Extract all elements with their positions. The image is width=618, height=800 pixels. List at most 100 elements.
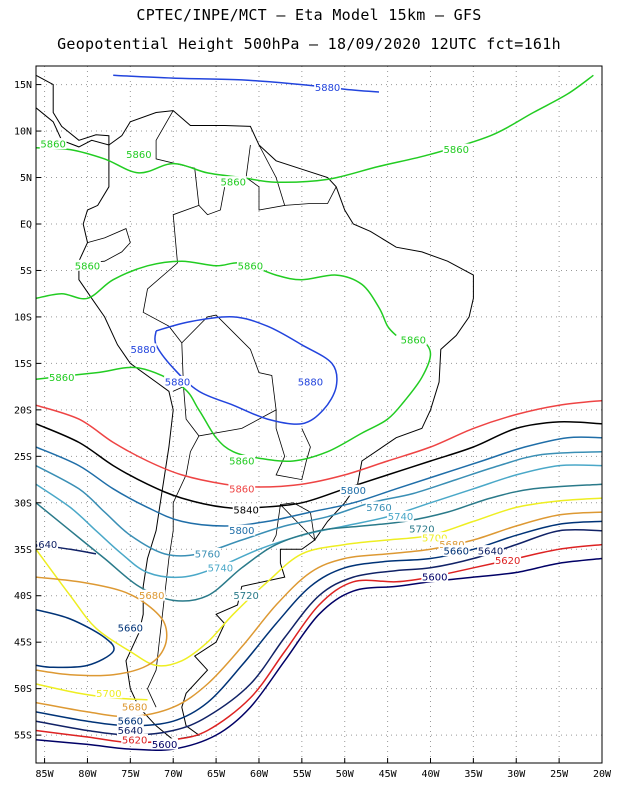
contour-label-bg [387, 510, 414, 522]
contour-label-bg [232, 504, 260, 516]
contour-label-bg [232, 589, 260, 601]
contour-label-bg [399, 334, 427, 346]
contour-label: 5840 [233, 506, 258, 517]
contour-label-bg [121, 733, 149, 745]
lat-tick-label: EQ [20, 219, 32, 230]
contour-label: 5640 [32, 540, 57, 551]
axis-ticks: 15N10N5NEQ5S10S15S20S25S30S35S40S45S50S5… [14, 80, 612, 780]
lon-tick-label: 25W [550, 769, 569, 780]
contour-label-bg [228, 482, 256, 494]
contour-label-bg [121, 701, 149, 713]
contour-line-5720 [36, 483, 602, 602]
contour-label: 5600 [422, 573, 447, 584]
contour-label-bg [116, 715, 144, 727]
lon-tick-label: 55W [293, 769, 312, 780]
contour-label: 5800 [341, 486, 366, 497]
country-border [147, 435, 200, 708]
lat-tick-label: 10S [14, 312, 32, 323]
contour-label: 5860 [443, 145, 468, 156]
chart-title-line2: Geopotential Height 500hPa – 18/09/2020 … [57, 35, 561, 53]
contour-label: 5700 [422, 534, 447, 545]
contour-label-bg [138, 589, 166, 601]
contour-line-5860 [36, 74, 594, 184]
contour-label: 5720 [233, 591, 258, 602]
lat-tick-label: 25S [14, 452, 32, 463]
lon-tick-label: 35W [464, 769, 483, 780]
contour-line-5700 [36, 497, 602, 667]
contour-label: 5860 [40, 140, 65, 151]
lat-tick-label: 10N [14, 127, 32, 138]
lon-tick-label: 80W [78, 769, 97, 780]
contour-label-bg [421, 571, 449, 583]
lon-tick-label: 40W [421, 769, 440, 780]
contour-line-5800 [36, 436, 602, 527]
contour-label: 5800 [229, 526, 254, 537]
contour-label: 5860 [221, 178, 246, 189]
lon-tick-label: 75W [121, 769, 140, 780]
contour-label-bg [48, 371, 76, 383]
contour-label-bg [494, 554, 522, 566]
lat-tick-label: 15N [14, 80, 32, 91]
contour-label: 5760 [195, 549, 220, 560]
contour-label-bg [129, 343, 157, 355]
contour-label-bg [116, 622, 144, 634]
lon-tick-label: 65W [207, 769, 226, 780]
contour-line-5740 [36, 464, 602, 579]
contour-label-bg [36, 538, 58, 550]
contour-label-bg [74, 259, 101, 271]
contour-label: 5700 [96, 689, 121, 700]
lat-tick-label: 30S [14, 498, 32, 509]
contour-label-bg [314, 81, 341, 93]
country-border [181, 314, 277, 437]
country-border [284, 186, 337, 206]
lon-tick-label: 60W [250, 769, 269, 780]
contour-line-5880 [113, 74, 380, 93]
contour-label: 5880 [298, 377, 323, 388]
contour-line-5660 [36, 608, 115, 669]
country-border [245, 144, 286, 211]
country-border [275, 409, 311, 481]
contour-line-5600 [36, 557, 602, 752]
contour-label: 5860 [401, 336, 426, 347]
contour-label-bg [408, 522, 436, 534]
contour-labels: 5880 5860 5860 5860 5860 5860 5860 5860 5860 5860… [32, 81, 522, 751]
contour-label-bg [39, 138, 67, 150]
contour-line-5680 [36, 576, 168, 677]
contour-label: 5680 [139, 591, 164, 602]
contour-label: 5660 [118, 717, 143, 728]
country-border [198, 144, 251, 216]
contour-line-5860 [36, 399, 602, 488]
contour-line-5880 [154, 316, 338, 425]
lon-tick-label: 70W [164, 769, 183, 780]
chart-title-line1: CPTEC/INPE/MCT – Eta Model 15km – GFS [136, 6, 482, 24]
lon-tick-label: 30W [507, 769, 526, 780]
contour-label-bg [194, 547, 221, 559]
contour-label: 5740 [388, 512, 413, 523]
lat-tick-label: 55S [14, 731, 32, 742]
contour-label-bg [365, 501, 393, 513]
contour-label: 5860 [126, 150, 151, 161]
contour-line-5840 [36, 421, 602, 510]
south-america-coastline [78, 110, 474, 741]
contour-label-bg [125, 148, 153, 160]
contour-label-bg [151, 738, 179, 750]
lat-tick-label: 40S [14, 591, 32, 602]
contour-label: 5860 [75, 261, 100, 272]
contour-label: 5620 [122, 735, 147, 746]
contour-label: 5740 [208, 563, 233, 574]
plot-frame [35, 65, 603, 764]
lat-tick-label: 5S [20, 266, 32, 277]
contour-label: 5760 [366, 503, 391, 514]
contour-label-bg [95, 687, 123, 699]
lon-tick-label: 85W [36, 769, 55, 780]
lat-tick-label: 35S [14, 545, 32, 556]
contour-label: 5660 [118, 624, 143, 635]
lat-tick-label: 45S [14, 638, 32, 649]
contour-label: 5640 [118, 726, 143, 737]
contour-label: 5860 [238, 261, 263, 272]
contour-label: 5860 [229, 456, 254, 467]
contour-label-bg [438, 538, 466, 550]
contour-label: 5880 [315, 83, 340, 94]
lat-tick-label: 15S [14, 359, 32, 370]
